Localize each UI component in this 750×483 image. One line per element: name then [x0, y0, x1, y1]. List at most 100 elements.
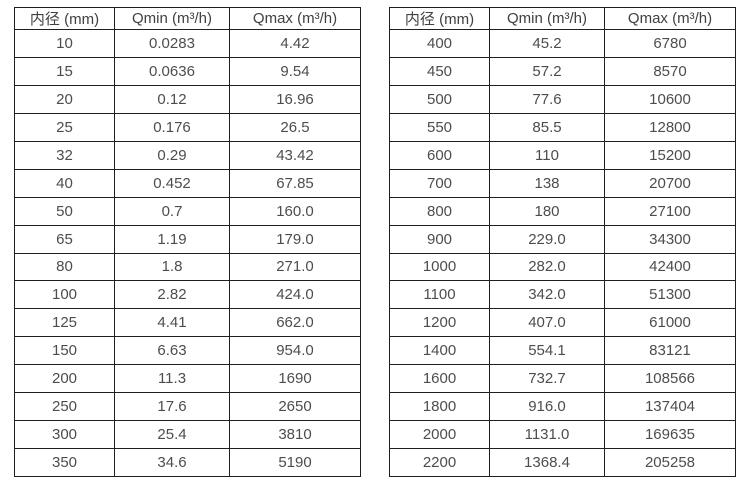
- table-cell: 954.0: [229, 336, 361, 366]
- table-cell: 110: [489, 140, 605, 170]
- table-cell: 2650: [229, 392, 361, 422]
- table-cell: 1.8: [114, 252, 230, 282]
- table-row: 450 57.2 8570: [389, 56, 736, 86]
- table-cell: 1131.0: [489, 420, 605, 450]
- table-row: 80 1.8 271.0: [14, 252, 361, 282]
- table-row: 500 77.6 10600: [389, 84, 736, 114]
- table-cell: 0.7: [114, 196, 230, 226]
- table-cell: 1000: [389, 252, 490, 282]
- table-row: 1200 407.0 61000: [389, 308, 736, 338]
- column-header-qmax: Qmax (m³/h): [229, 7, 361, 30]
- table-cell: 0.12: [114, 84, 230, 114]
- table-cell: 6.63: [114, 336, 230, 366]
- spec-table-large-diameters: 内径 (mm) Qmin (m³/h) Qmax (m³/h) 400 45.2 6…: [389, 7, 736, 477]
- table-cell: 732.7: [489, 364, 605, 394]
- table-cell: 25.4: [114, 420, 230, 450]
- table-cell: 700: [389, 168, 490, 198]
- table-cell: 0.452: [114, 168, 230, 198]
- table-row: 1400 554.1 83121: [389, 336, 736, 366]
- table-row: 10 0.0283 4.42: [14, 29, 361, 58]
- table-row: 1800 916.0 137404: [389, 392, 736, 422]
- table-cell: 5190: [229, 448, 361, 477]
- table-cell: 83121: [604, 336, 736, 366]
- table-cell: 250: [14, 392, 115, 422]
- table-cell: 300: [14, 420, 115, 450]
- table-cell: 100: [14, 280, 115, 310]
- table-row: 50 0.7 160.0: [14, 196, 361, 226]
- table-cell: 160.0: [229, 196, 361, 226]
- table-cell: 179.0: [229, 224, 361, 254]
- table-row: 900 229.0 34300: [389, 224, 736, 254]
- table-cell: 20700: [604, 168, 736, 198]
- table-row: 550 85.5 12800: [389, 112, 736, 142]
- table-cell: 43.42: [229, 140, 361, 170]
- table-cell: 3810: [229, 420, 361, 450]
- table-row: 350 34.6 5190: [14, 448, 361, 477]
- table-cell: 1100: [389, 280, 490, 310]
- table-cell: 6780: [604, 29, 736, 58]
- table-row: 1600 732.7 108566: [389, 364, 736, 394]
- table-cell: 205258: [604, 448, 736, 477]
- table-cell: 25: [14, 112, 115, 142]
- table-cell: 108566: [604, 364, 736, 394]
- table-cell: 407.0: [489, 308, 605, 338]
- table-cell: 26.5: [229, 112, 361, 142]
- table-row: 250 17.6 2650: [14, 392, 361, 422]
- table-cell: 1400: [389, 336, 490, 366]
- table-cell: 11.3: [114, 364, 230, 394]
- table-cell: 51300: [604, 280, 736, 310]
- table-cell: 1800: [389, 392, 490, 422]
- table-cell: 180: [489, 196, 605, 226]
- table-row: 15 0.0636 9.54: [14, 56, 361, 86]
- table-cell: 45.2: [489, 29, 605, 58]
- table-cell: 4.42: [229, 29, 361, 58]
- table-row: 100 2.82 424.0: [14, 280, 361, 310]
- column-header-qmin: Qmin (m³/h): [489, 7, 605, 30]
- table-row: 65 1.19 179.0: [14, 224, 361, 254]
- table-cell: 42400: [604, 252, 736, 282]
- table-cell: 2.82: [114, 280, 230, 310]
- table-cell: 17.6: [114, 392, 230, 422]
- table-cell: 600: [389, 140, 490, 170]
- table-row: 2000 1131.0 169635: [389, 420, 736, 450]
- table-row: 400 45.2 6780: [389, 29, 736, 58]
- table-cell: 85.5: [489, 112, 605, 142]
- table-cell: 662.0: [229, 308, 361, 338]
- table-cell: 138: [489, 168, 605, 198]
- table-cell: 1600: [389, 364, 490, 394]
- table-cell: 342.0: [489, 280, 605, 310]
- table-cell: 900: [389, 224, 490, 254]
- table-row: 1100 342.0 51300: [389, 280, 736, 310]
- table-cell: 554.1: [489, 336, 605, 366]
- table-row: 300 25.4 3810: [14, 420, 361, 450]
- table-cell: 550: [389, 112, 490, 142]
- table-cell: 1200: [389, 308, 490, 338]
- table-cell: 150: [14, 336, 115, 366]
- header-row: 内径 (mm) Qmin (m³/h) Qmax (m³/h): [389, 7, 736, 30]
- table-cell: 77.6: [489, 84, 605, 114]
- table-cell: 10600: [604, 84, 736, 114]
- table-cell: 424.0: [229, 280, 361, 310]
- table-cell: 916.0: [489, 392, 605, 422]
- table-row: 40 0.452 67.85: [14, 168, 361, 198]
- table-cell: 8570: [604, 56, 736, 86]
- table-cell: 20: [14, 84, 115, 114]
- table-row: 1000 282.0 42400: [389, 252, 736, 282]
- table-row: 700 138 20700: [389, 168, 736, 198]
- table-cell: 67.85: [229, 168, 361, 198]
- table-cell: 137404: [604, 392, 736, 422]
- table-cell: 27100: [604, 196, 736, 226]
- table-row: 20 0.12 16.96: [14, 84, 361, 114]
- table-cell: 0.176: [114, 112, 230, 142]
- table-cell: 2200: [389, 448, 490, 477]
- table-cell: 169635: [604, 420, 736, 450]
- table-cell: 80: [14, 252, 115, 282]
- table-cell: 1368.4: [489, 448, 605, 477]
- table-cell: 4.41: [114, 308, 230, 338]
- table-cell: 0.29: [114, 140, 230, 170]
- table-row: 600 110 15200: [389, 140, 736, 170]
- table-row: 150 6.63 954.0: [14, 336, 361, 366]
- table-row: 200 11.3 1690: [14, 364, 361, 394]
- table-row: 25 0.176 26.5: [14, 112, 361, 142]
